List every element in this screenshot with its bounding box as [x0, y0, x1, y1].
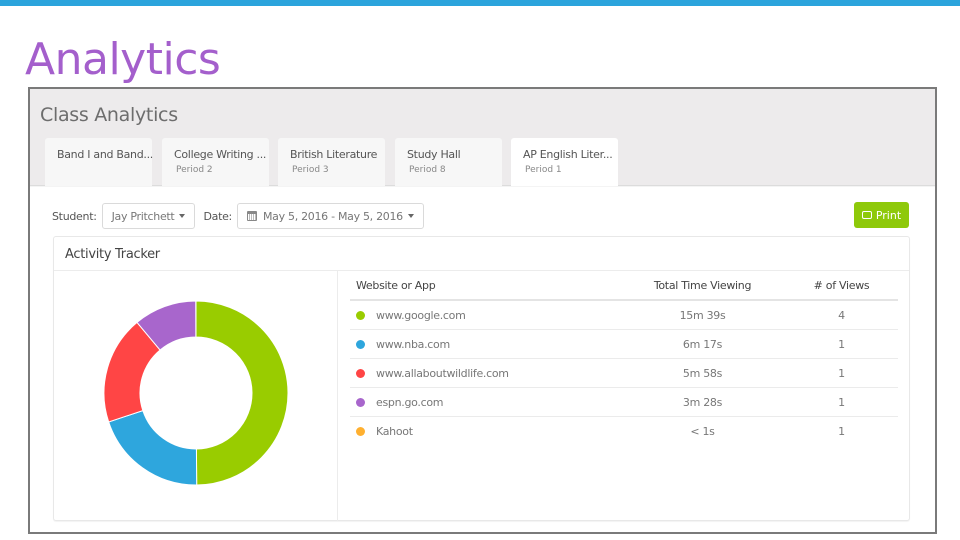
legend-dot-icon: [356, 427, 365, 436]
tab-study-hall[interactable]: Study Hall Period 8: [395, 138, 502, 186]
student-label: Student:: [52, 209, 97, 223]
tab-period: Period 2: [176, 165, 213, 175]
table-row: www.allaboutwildlife.com 5m 58s 1: [350, 359, 898, 388]
tab-british-literature[interactable]: British Literature Period 3: [278, 138, 385, 186]
date-value: May 5, 2016 - May 5, 2016: [262, 209, 403, 223]
filter-bar: Student: Jay Pritchett Date: May 5, 2016…: [52, 203, 432, 229]
print-button[interactable]: Print: [854, 202, 909, 228]
views-value: 1: [838, 366, 845, 380]
donut-slice[interactable]: [108, 409, 198, 486]
student-dropdown[interactable]: Jay Pritchett: [101, 203, 196, 229]
tab-label: Study Hall: [407, 148, 461, 161]
time-value: < 1s: [690, 425, 715, 438]
time-value: 5m 58s: [682, 366, 723, 380]
tab-period: Period 1: [525, 165, 562, 175]
table-row: www.google.com 15m 39s 4: [350, 301, 898, 330]
student-value: Jay Pritchett: [111, 209, 175, 223]
tab-period: Period 8: [409, 165, 446, 175]
donut-chart-pane: [54, 271, 338, 521]
site-name: www.nba.com: [376, 337, 450, 351]
views-value: 4: [838, 308, 845, 322]
panel-title: Class Analytics: [40, 104, 178, 126]
caret-down-icon: [407, 214, 414, 218]
views-value: 1: [838, 395, 845, 409]
class-analytics-panel: Class Analytics Band I and Band... Colle…: [28, 87, 937, 534]
views-value: 1: [838, 425, 845, 438]
legend-dot-icon: [356, 397, 365, 407]
date-range-dropdown[interactable]: May 5, 2016 - May 5, 2016: [236, 203, 424, 229]
time-value: 15m 39s: [679, 308, 726, 322]
activity-table: Website or App Total Time Viewing # of V…: [350, 271, 898, 446]
time-value: 3m 28s: [682, 395, 723, 409]
table-row: espn.go.com 3m 28s 1: [350, 388, 898, 417]
table-header: Website or App Total Time Viewing # of V…: [350, 271, 898, 301]
site-name: www.google.com: [376, 308, 466, 322]
donut-chart: [103, 300, 289, 486]
legend-dot-icon: [356, 339, 365, 349]
tab-period: Period 3: [292, 165, 329, 175]
col-views: # of Views: [813, 278, 870, 292]
table-row: Kahoot < 1s 1: [350, 417, 898, 446]
tab-label: College Writing ...: [174, 148, 267, 161]
site-name: espn.go.com: [376, 395, 444, 409]
calendar-icon: [246, 211, 257, 221]
col-time: Total Time Viewing: [653, 278, 752, 292]
activity-tracker-title: Activity Tracker: [54, 237, 909, 271]
tab-label: Band I and Band...: [57, 148, 154, 161]
col-website: Website or App: [356, 278, 436, 292]
site-name: Kahoot: [376, 425, 413, 438]
site-name: www.allaboutwildlife.com: [376, 366, 509, 380]
legend-dot-icon: [356, 368, 365, 378]
panel-body: Student: Jay Pritchett Date: May 5, 2016…: [30, 187, 935, 532]
panel-header: Class Analytics Band I and Band... Colle…: [30, 89, 935, 186]
top-accent-bar: [0, 0, 960, 6]
tab-label: British Literature: [290, 148, 378, 161]
time-value: 6m 17s: [682, 337, 723, 351]
caret-down-icon: [179, 214, 186, 218]
activity-tracker-card: Activity Tracker Website or App Total Ti…: [53, 236, 910, 521]
date-label: Date:: [203, 209, 232, 223]
page-title: Analytics: [25, 34, 221, 85]
print-label: Print: [875, 208, 902, 222]
tab-band[interactable]: Band I and Band...: [45, 138, 154, 186]
donut-slice[interactable]: [195, 300, 289, 486]
tab-ap-english[interactable]: AP English Liter... Period 1: [511, 138, 618, 186]
table-row: www.nba.com 6m 17s 1: [350, 330, 898, 359]
tab-label: AP English Liter...: [523, 148, 613, 161]
legend-dot-icon: [356, 310, 365, 320]
tab-college-writing[interactable]: College Writing ... Period 2: [162, 138, 269, 186]
printer-icon: [861, 211, 872, 219]
views-value: 1: [838, 337, 845, 351]
